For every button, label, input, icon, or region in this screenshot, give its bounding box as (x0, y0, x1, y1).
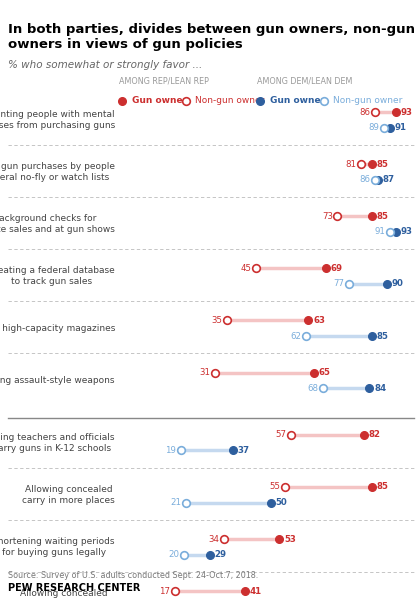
Text: 87: 87 (383, 175, 395, 184)
Text: % who somewhat or strongly favor ...: % who somewhat or strongly favor ... (8, 60, 203, 70)
Text: 86: 86 (359, 107, 371, 117)
Text: 37: 37 (237, 446, 250, 455)
Text: 57: 57 (275, 430, 286, 440)
Text: 31: 31 (200, 368, 211, 377)
Text: 65: 65 (319, 368, 331, 377)
Text: 86: 86 (359, 175, 371, 184)
Text: Banning assault-style weapons: Banning assault-style weapons (0, 376, 115, 385)
Text: 68: 68 (307, 383, 319, 393)
Text: 55: 55 (270, 482, 280, 492)
Text: In both parties, divides between gun owners, non-gun
owners in views of gun poli: In both parties, divides between gun own… (8, 23, 415, 52)
Text: 85: 85 (377, 159, 389, 169)
Text: 19: 19 (165, 446, 176, 455)
Text: 35: 35 (212, 316, 222, 325)
Text: 90: 90 (391, 279, 403, 289)
Text: AMONG DEM/LEAN DEM: AMONG DEM/LEAN DEM (257, 76, 352, 85)
Text: 91: 91 (394, 123, 406, 132)
Text: 89: 89 (369, 123, 380, 132)
Text: Allowing concealed
carry without a permit: Allowing concealed carry without a permi… (13, 589, 115, 599)
Text: 45: 45 (240, 264, 252, 273)
Text: Background checks for
private sales and at gun shows: Background checks for private sales and … (0, 214, 115, 234)
Text: 69: 69 (331, 264, 342, 273)
Text: 50: 50 (275, 498, 287, 507)
Text: 53: 53 (284, 534, 296, 544)
Text: PEW RESEARCH CENTER: PEW RESEARCH CENTER (8, 583, 141, 593)
Text: 34: 34 (209, 534, 219, 544)
Text: Preventing people with mental
illnesses from purchasing guns: Preventing people with mental illnesses … (0, 110, 115, 130)
Text: Gun owner: Gun owner (132, 96, 187, 105)
Text: 17: 17 (159, 586, 170, 596)
Text: 29: 29 (214, 550, 226, 559)
Text: 63: 63 (313, 316, 325, 325)
Text: 81: 81 (345, 159, 356, 169)
Text: 62: 62 (290, 331, 301, 341)
Text: 91: 91 (374, 227, 385, 237)
Text: AMONG REP/LEAN REP: AMONG REP/LEAN REP (119, 76, 209, 85)
Text: Source: Survey of U.S. adults conducted Sept. 24-Oct.7, 2018.: Source: Survey of U.S. adults conducted … (8, 571, 259, 580)
Text: 20: 20 (168, 550, 179, 559)
Text: Creating a federal database
to track gun sales: Creating a federal database to track gun… (0, 266, 115, 286)
Text: 85: 85 (377, 211, 389, 221)
Text: 41: 41 (249, 586, 261, 596)
Text: 21: 21 (171, 498, 182, 507)
Text: 73: 73 (322, 211, 333, 221)
Text: 84: 84 (374, 383, 386, 393)
Text: 85: 85 (377, 482, 389, 492)
Text: Gun owner: Gun owner (270, 96, 325, 105)
Text: Non-gun owner: Non-gun owner (333, 96, 403, 105)
Text: 85: 85 (377, 331, 389, 341)
Text: Barring gun purchases by people
on federal no-fly or watch lists: Barring gun purchases by people on feder… (0, 162, 115, 182)
Text: 93: 93 (400, 107, 412, 117)
Text: Banning high-capacity magazines: Banning high-capacity magazines (0, 323, 115, 333)
Text: Allowing teachers and officials
to carry guns in K-12 schools: Allowing teachers and officials to carry… (0, 432, 115, 453)
Text: 77: 77 (334, 279, 344, 289)
Text: 82: 82 (368, 430, 380, 440)
Text: Shortening waiting periods
for buying guns legally: Shortening waiting periods for buying gu… (0, 537, 115, 557)
Text: Allowing concealed
carry in more places: Allowing concealed carry in more places (22, 485, 115, 505)
Text: 93: 93 (400, 227, 412, 237)
Text: Non-gun owner: Non-gun owner (195, 96, 265, 105)
